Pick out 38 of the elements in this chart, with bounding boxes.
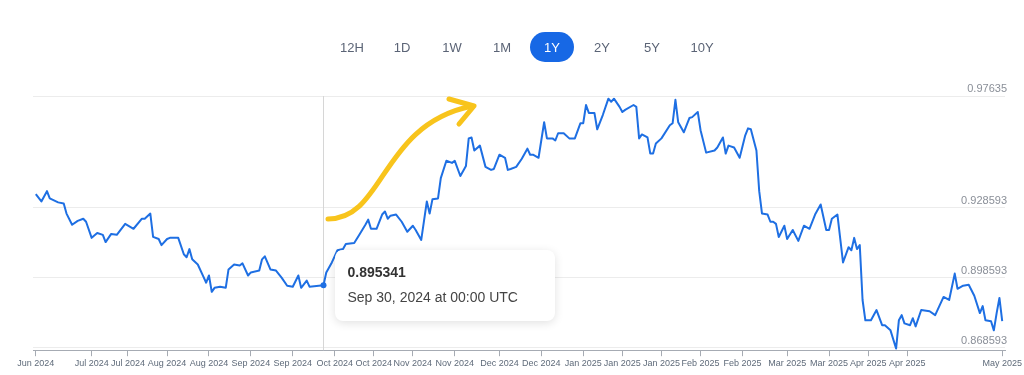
x-tick-label: Jul 2024 [110,358,145,369]
x-tick-label: Jul 2024 [74,358,109,369]
y-tick-label: 0.868593 [961,333,1008,346]
x-tick-label: Oct 2024 [355,358,393,369]
tooltip-card: 0.895341 Sep 30, 2024 at 00:00 UTC [335,250,556,322]
time-range-button[interactable]: 1Y [530,32,574,62]
y-tick-label: 0.97635 [967,82,1008,95]
time-range-button[interactable]: 1D [380,32,424,62]
time-range-button[interactable]: 2Y [580,32,624,62]
x-tick-label: May 2025 [982,358,1022,369]
y-tick-label: 0.928593 [961,193,1008,206]
x-tick-label: Dec 2024 [522,358,561,369]
x-tick-label: Nov 2024 [393,358,433,369]
x-tick-label: Feb 2025 [681,358,720,369]
x-tick-label: Sep 2024 [273,358,313,369]
x-tick-label: Aug 2024 [189,358,229,369]
x-tick-label: Sep 2024 [231,358,271,369]
annotation: 0.895341 [347,264,407,281]
y-tick-label: 0.898593 [961,263,1008,276]
time-range-button[interactable]: 5Y [630,32,674,62]
annotation: Sep 30, 2024 at 00:00 UTC [347,289,519,306]
x-tick-label: Oct 2024 [316,358,353,369]
x-tick-label: Jan 2025 [564,358,602,369]
time-range-button[interactable]: 1M [480,32,524,62]
x-tick-label: Jan 2025 [603,358,641,369]
time-range-button[interactable]: 1W [430,32,474,62]
x-tick-label: Mar 2025 [768,358,807,369]
x-tick-label: Apr 2025 [888,358,926,369]
x-tick-label: Dec 2024 [480,358,519,369]
x-tick-label: Nov 2024 [435,358,475,369]
x-tick-label: Jun 2024 [17,358,55,369]
x-tick-label: Jan 2025 [642,358,680,369]
x-tick-label: Apr 2025 [849,358,887,369]
x-tick-label: Aug 2024 [147,358,187,369]
x-tick-label: Mar 2025 [810,358,849,369]
x-tick-label: Feb 2025 [723,358,762,369]
time-range-button[interactable]: 12H [330,32,374,62]
time-range-button[interactable]: 10Y [680,32,724,62]
